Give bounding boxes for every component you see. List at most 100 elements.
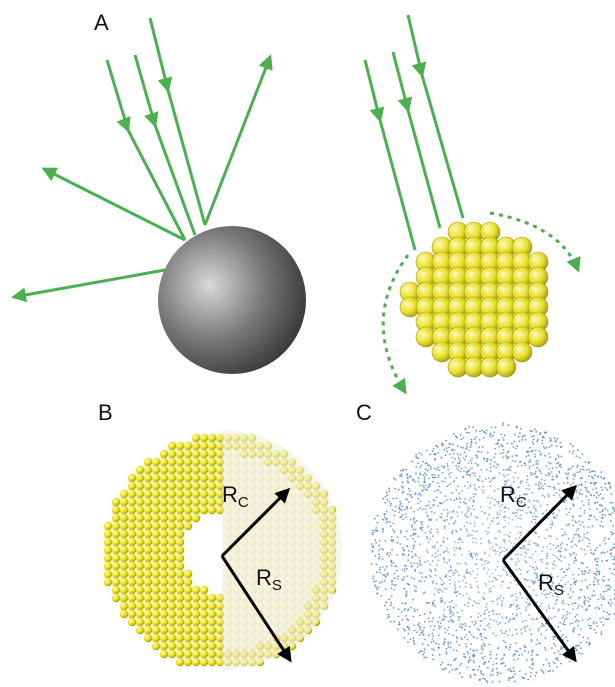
point — [606, 585, 608, 587]
point — [508, 621, 510, 623]
point — [460, 637, 462, 639]
point — [403, 518, 405, 520]
point — [532, 663, 534, 665]
point — [546, 659, 548, 661]
point — [484, 637, 486, 639]
point — [415, 481, 417, 483]
point — [547, 504, 549, 506]
bead — [168, 594, 177, 603]
point — [544, 496, 546, 498]
point — [407, 482, 409, 484]
point — [490, 591, 492, 593]
point — [577, 625, 579, 627]
point — [475, 489, 477, 491]
point — [464, 514, 466, 516]
bead — [120, 554, 129, 563]
point — [518, 608, 520, 610]
point — [496, 538, 498, 540]
bead — [136, 506, 145, 515]
bead — [144, 578, 153, 587]
point — [564, 556, 566, 558]
point — [572, 453, 574, 455]
point — [557, 657, 559, 659]
bead — [184, 602, 193, 611]
point — [560, 446, 562, 448]
point — [567, 640, 569, 642]
point — [495, 658, 497, 660]
point — [432, 477, 434, 479]
bead — [176, 626, 185, 635]
point — [610, 520, 612, 522]
point — [450, 565, 452, 567]
bead — [176, 602, 185, 611]
point — [573, 478, 575, 480]
point — [436, 564, 438, 566]
bead — [144, 554, 153, 563]
point — [410, 477, 412, 479]
bead — [200, 650, 209, 659]
point — [543, 664, 545, 666]
point — [565, 472, 567, 474]
point — [490, 588, 492, 590]
point — [437, 621, 439, 623]
point — [424, 648, 426, 650]
point — [590, 625, 592, 627]
point — [559, 654, 561, 656]
point — [372, 545, 374, 547]
point — [423, 482, 425, 484]
point — [466, 569, 468, 571]
point — [448, 447, 450, 449]
point — [596, 622, 598, 624]
bead — [120, 522, 129, 531]
point — [546, 546, 548, 548]
point — [475, 602, 477, 604]
point — [420, 527, 422, 529]
point — [433, 640, 435, 642]
point — [481, 430, 483, 432]
point — [534, 454, 536, 456]
point — [561, 602, 563, 604]
point — [602, 617, 604, 619]
bead — [208, 634, 217, 643]
point — [393, 531, 395, 533]
point — [609, 553, 611, 555]
point — [443, 519, 445, 521]
point — [455, 520, 457, 522]
point — [374, 584, 376, 586]
point — [442, 591, 444, 593]
point — [572, 474, 574, 476]
point — [526, 571, 528, 573]
point — [459, 461, 461, 463]
bead — [184, 498, 193, 507]
bead — [192, 642, 201, 651]
point — [569, 597, 571, 599]
point — [524, 551, 526, 553]
point — [432, 617, 434, 619]
point — [548, 472, 550, 474]
point — [512, 594, 514, 596]
point — [524, 650, 526, 652]
point — [401, 486, 403, 488]
point — [550, 463, 552, 465]
point — [599, 493, 601, 495]
point — [549, 486, 551, 488]
point — [449, 607, 451, 609]
point — [456, 497, 458, 499]
point — [506, 575, 508, 577]
point — [536, 672, 538, 674]
bead — [160, 466, 169, 475]
point — [568, 472, 570, 474]
point — [515, 562, 517, 564]
point — [572, 516, 574, 518]
point — [471, 467, 473, 469]
point — [472, 505, 474, 507]
point — [406, 474, 408, 476]
point — [535, 594, 537, 596]
point — [415, 555, 417, 557]
point — [425, 489, 427, 491]
point — [533, 435, 535, 437]
point — [491, 670, 493, 672]
point — [497, 488, 499, 490]
point — [481, 564, 483, 566]
point — [535, 510, 537, 512]
